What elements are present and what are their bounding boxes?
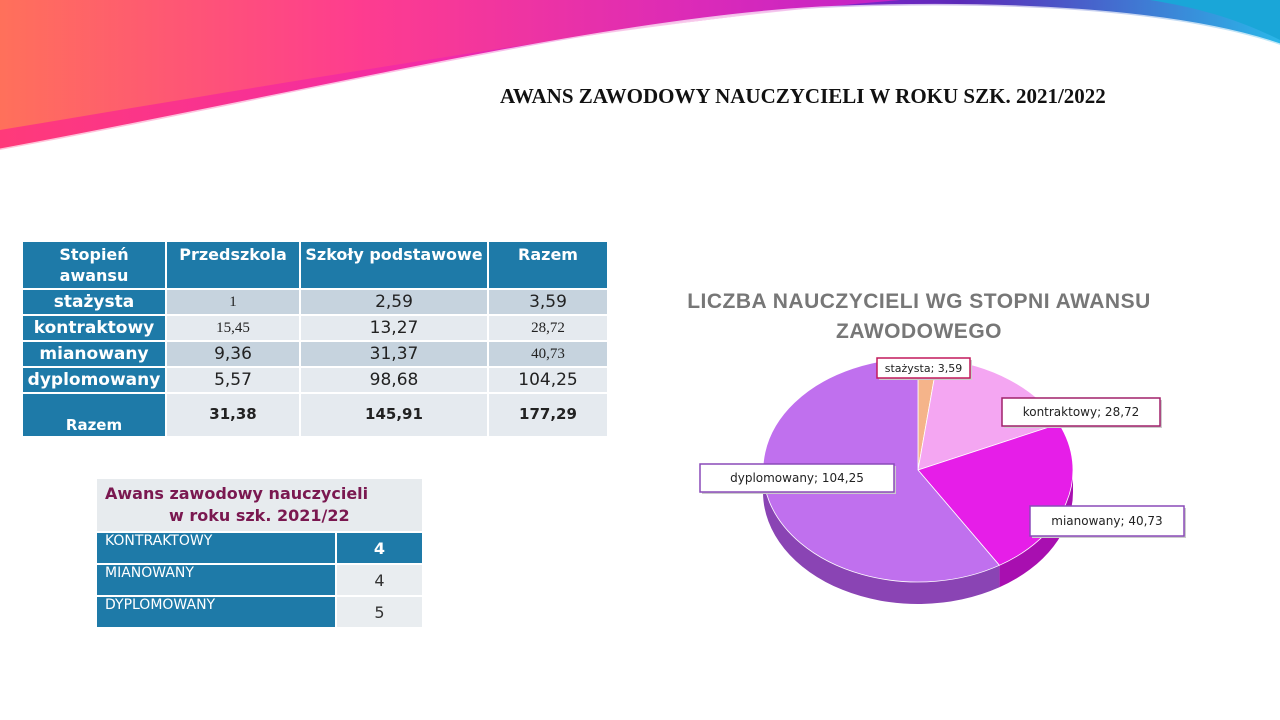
row-label: kontraktowy [23, 316, 165, 340]
slide-title: AWANS ZAWODOWY NAUCZYCIELI W ROKU SZK. 2… [500, 84, 1106, 108]
awans-table: Stopień awansu Przedszkola Szkoły podsta… [21, 240, 609, 438]
decorative-header-swoosh [0, 0, 1280, 152]
summary-value: 4 [335, 533, 422, 563]
total-przedszkola: 31,38 [167, 394, 299, 436]
summary-label: MIANOWANY [97, 565, 335, 595]
data-label-mianowany: mianowany; 40,73 [1029, 505, 1186, 538]
summary-title-line1: Awans zawodowy nauczycieli [105, 484, 369, 503]
data-label-dyplomowany: dyplomowany; 104,25 [699, 463, 896, 494]
pie-side-mianowany [999, 470, 1073, 588]
table-header-row: Stopień awansu Przedszkola Szkoły podsta… [23, 242, 607, 288]
data-label-box [1029, 505, 1185, 537]
col-header-szkoly: Szkoły podstawowe [301, 242, 487, 288]
chart-title-line2: ZAWODOWEGO [836, 320, 1002, 343]
summary-header-row: Awans zawodowy nauczycieli w roku szk. 2… [97, 479, 422, 531]
summary-row: KONTRAKTOWY 4 [97, 533, 422, 563]
cell-szkoly: 2,59 [301, 290, 487, 314]
pie-chart: LICZBA NAUCZYCIELI WG STOPNI AWANSU ZAWO… [687, 290, 1186, 605]
col-header-razem: Razem [489, 242, 607, 288]
cell-przedszkola: 9,36 [167, 342, 299, 366]
table-row: mianowany 9,36 31,37 40,73 [23, 342, 607, 366]
cell-szkoly: 13,27 [301, 316, 487, 340]
summary-row: DYPLOMOWANY 5 [97, 597, 422, 627]
summary-value: 5 [335, 597, 422, 627]
cell-razem: 40,73 [489, 342, 607, 366]
col-header-przedszkola: Przedszkola [167, 242, 299, 288]
awans-summary-table: Awans zawodowy nauczycieli w roku szk. 2… [97, 477, 422, 629]
pie-side-dyplomowany [763, 470, 1000, 605]
data-label-box [876, 357, 971, 379]
total-szkoly: 145,91 [301, 394, 487, 436]
data-label-stazysta: stażysta; 3,59 [876, 357, 972, 380]
table-row: kontraktowy 15,45 13,27 28,72 [23, 316, 607, 340]
data-label-text: kontraktowy; 28,72 [1023, 405, 1140, 419]
cell-przedszkola: 1 [167, 290, 299, 314]
chart-title-line1: LICZBA NAUCZYCIELI WG STOPNI AWANSU [687, 290, 1151, 313]
summary-value: 4 [335, 565, 422, 595]
summary-title: Awans zawodowy nauczycieli w roku szk. 2… [97, 479, 422, 531]
data-label-box [699, 463, 895, 493]
summary-label: KONTRAKTOWY [97, 533, 335, 563]
cell-razem: 104,25 [489, 368, 607, 392]
cell-razem: 3,59 [489, 290, 607, 314]
table-row: stażysta 1 2,59 3,59 [23, 290, 607, 314]
cell-szkoly: 31,37 [301, 342, 487, 366]
summary-row: MIANOWANY 4 [97, 565, 422, 595]
data-label-text: mianowany; 40,73 [1051, 514, 1162, 528]
row-label: mianowany [23, 342, 165, 366]
data-label-text: stażysta; 3,59 [885, 362, 963, 375]
col-header-stopien: Stopień awansu [23, 242, 165, 288]
row-label: dyplomowany [23, 368, 165, 392]
data-label-text: dyplomowany; 104,25 [730, 471, 864, 485]
pie-data-labels: stażysta; 3,59 kontraktowy; 28,72 mianowan… [699, 357, 1186, 538]
row-label: stażysta [23, 290, 165, 314]
table-total-row: Razem 31,38 145,91 177,29 [23, 394, 607, 436]
table-row: dyplomowany 5,57 98,68 104,25 [23, 368, 607, 392]
data-label-kontraktowy: kontraktowy; 28,72 [1001, 397, 1162, 428]
pie-sides [763, 470, 1073, 605]
total-label: Razem [23, 394, 165, 436]
cell-przedszkola: 15,45 [167, 316, 299, 340]
total-razem: 177,29 [489, 394, 607, 436]
cell-przedszkola: 5,57 [167, 368, 299, 392]
summary-label: DYPLOMOWANY [97, 597, 335, 627]
cell-razem: 28,72 [489, 316, 607, 340]
data-label-box [1001, 397, 1161, 427]
summary-title-line2: w roku szk. 2021/22 [169, 506, 350, 525]
cell-szkoly: 98,68 [301, 368, 487, 392]
